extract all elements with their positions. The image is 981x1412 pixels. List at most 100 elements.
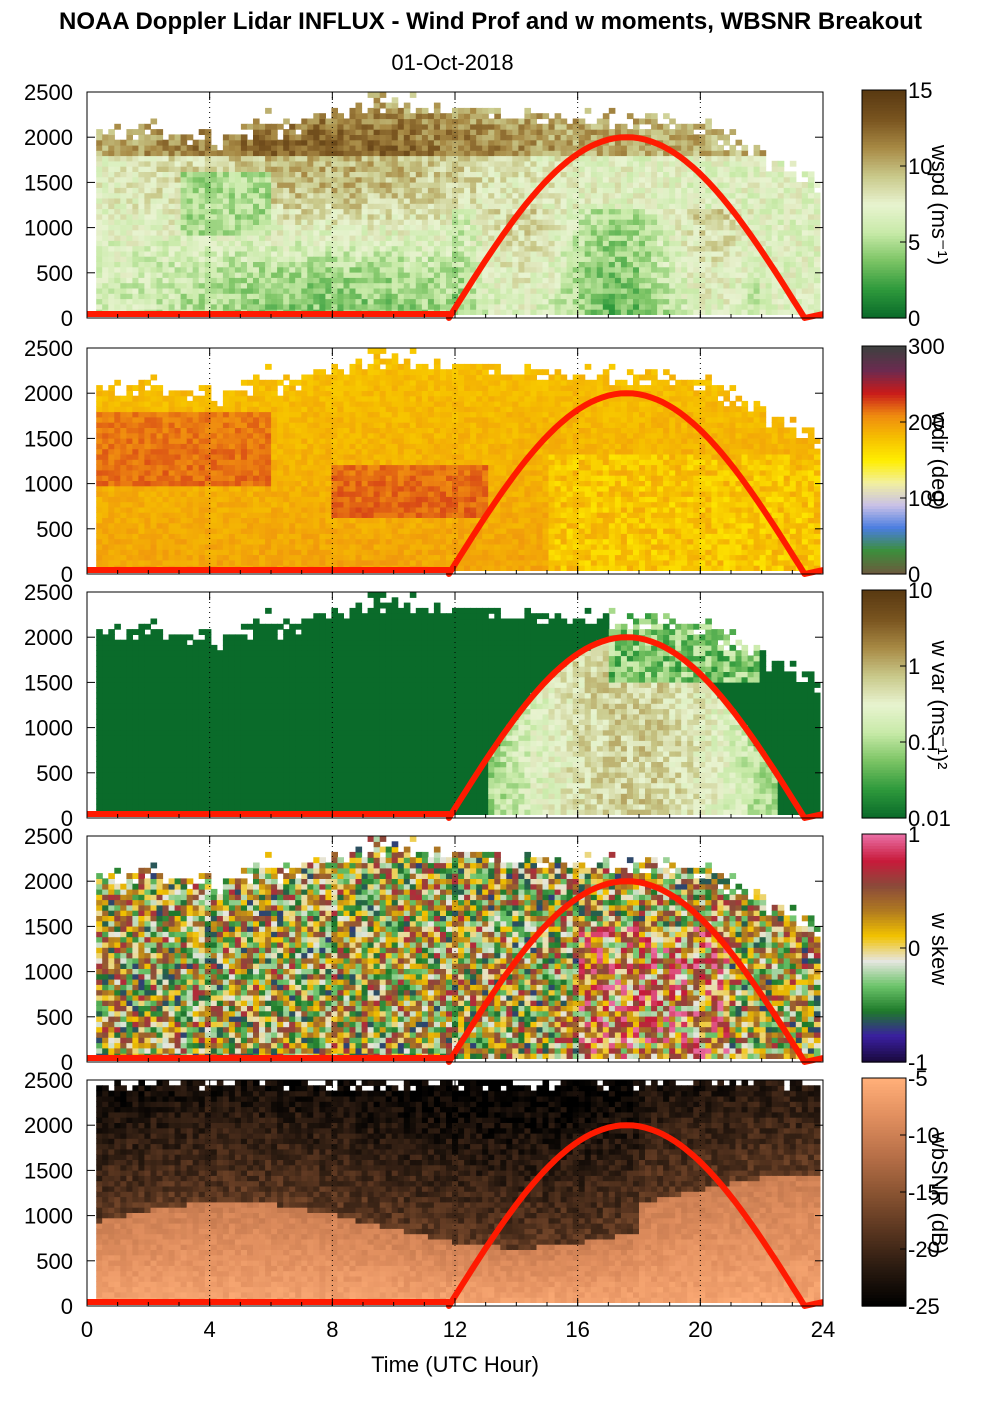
heatmap-cell: [801, 219, 809, 225]
heatmap-cell: [313, 235, 320, 241]
heatmap-cell: [361, 287, 369, 294]
heatmap-cell: [150, 187, 158, 194]
colorbar-swatch: [862, 215, 906, 219]
heatmap-cell: [126, 277, 133, 284]
heatmap-cell: [126, 469, 133, 476]
heatmap-cell: [458, 208, 465, 215]
heatmap-cell: [663, 293, 670, 300]
heatmap-cell: [524, 235, 531, 241]
heatmap-cell: [343, 144, 351, 151]
heatmap-cell: [747, 240, 755, 247]
heatmap-cell: [325, 303, 332, 310]
heatmap-cell: [777, 213, 785, 220]
heatmap-cell: [138, 491, 145, 497]
heatmap-cell: [192, 549, 200, 556]
heatmap-cell: [102, 427, 109, 434]
heatmap-cell: [301, 287, 308, 294]
heatmap-cell: [771, 298, 779, 305]
heatmap-cell: [415, 187, 423, 194]
heatmap-cell: [681, 235, 688, 241]
heatmap-cell: [765, 235, 773, 241]
heatmap-cell: [518, 171, 525, 178]
heatmap-cell: [753, 160, 761, 167]
heatmap-cell: [373, 245, 381, 252]
heatmap-cell: [753, 261, 761, 268]
heatmap-cell: [96, 235, 103, 241]
heatmap-cell: [524, 192, 531, 199]
heatmap-cell: [289, 266, 296, 273]
heatmap-cell: [150, 559, 158, 566]
heatmap-cell: [614, 298, 622, 305]
heatmap-cell: [506, 282, 513, 289]
heatmap-cell: [614, 256, 622, 262]
heatmap-cell: [234, 303, 242, 310]
heatmap-cell: [277, 166, 284, 172]
heatmap-cell: [361, 240, 369, 247]
heatmap-cell: [470, 250, 477, 257]
heatmap-cell: [494, 129, 501, 135]
heatmap-cell: [813, 197, 821, 204]
heatmap-cell: [216, 293, 224, 300]
heatmap-cell: [108, 182, 115, 188]
heatmap-cell: [608, 219, 616, 225]
heatmap-cell: [349, 123, 357, 130]
heatmap-cell: [548, 235, 556, 241]
heatmap-cell: [192, 219, 200, 225]
heatmap-cell: [403, 293, 411, 300]
heatmap-cell: [397, 134, 405, 141]
heatmap-cell: [355, 282, 363, 289]
heatmap-cell: [512, 229, 519, 236]
heatmap-cell: [723, 219, 730, 225]
heatmap-cell: [156, 533, 164, 540]
heatmap-cell: [602, 155, 610, 162]
heatmap-cell: [415, 144, 423, 151]
heatmap-cell: [675, 309, 682, 315]
heatmap-cell: [102, 213, 109, 220]
heatmap-cell: [403, 203, 411, 210]
heatmap-cell: [446, 203, 453, 210]
heatmap-cell: [361, 171, 369, 178]
heatmap-cell: [482, 272, 489, 278]
heatmap-cell: [132, 160, 139, 167]
heatmap-cell: [687, 235, 694, 241]
heatmap-cell: [325, 150, 332, 157]
heatmap-cell: [174, 453, 182, 460]
heatmap-cell: [620, 182, 628, 188]
heatmap-cell: [415, 240, 423, 247]
heatmap-cell: [789, 272, 797, 278]
heatmap-cell: [144, 298, 151, 305]
heatmap-cell: [180, 427, 188, 434]
heatmap-cell: [319, 293, 326, 300]
heatmap-cell: [777, 182, 785, 188]
heatmap-cell: [385, 208, 393, 215]
heatmap-cell: [367, 266, 375, 273]
colorbar-swatch: [862, 101, 906, 105]
heatmap-cell: [192, 224, 200, 231]
heatmap-cell: [651, 176, 658, 183]
heatmap-cell: [253, 245, 260, 252]
heatmap-cell: [349, 261, 357, 268]
heatmap-cell: [433, 303, 441, 310]
heatmap-cell: [741, 303, 749, 310]
heatmap-cell: [102, 438, 109, 444]
heatmap-cell: [144, 554, 151, 561]
heatmap-cell: [639, 139, 646, 146]
heatmap-cell: [482, 208, 489, 215]
heatmap-cell: [379, 118, 387, 125]
heatmap-cell: [247, 203, 254, 210]
heatmap-cell: [530, 261, 537, 268]
heatmap-cell: [645, 229, 652, 236]
heatmap-cell: [379, 213, 387, 220]
heatmap-cell: [560, 197, 568, 204]
heatmap-cell: [548, 129, 556, 135]
heatmap-cell: [234, 256, 242, 262]
heatmap-cell: [500, 187, 507, 194]
heatmap-cell: [639, 208, 646, 215]
heatmap-cell: [120, 235, 127, 241]
heatmap-cell: [144, 395, 151, 402]
heatmap-cell: [114, 538, 121, 545]
heatmap-cell: [144, 187, 151, 194]
heatmap-cell: [162, 166, 170, 172]
heatmap-cell: [403, 277, 411, 284]
heatmap-cell: [458, 303, 465, 310]
